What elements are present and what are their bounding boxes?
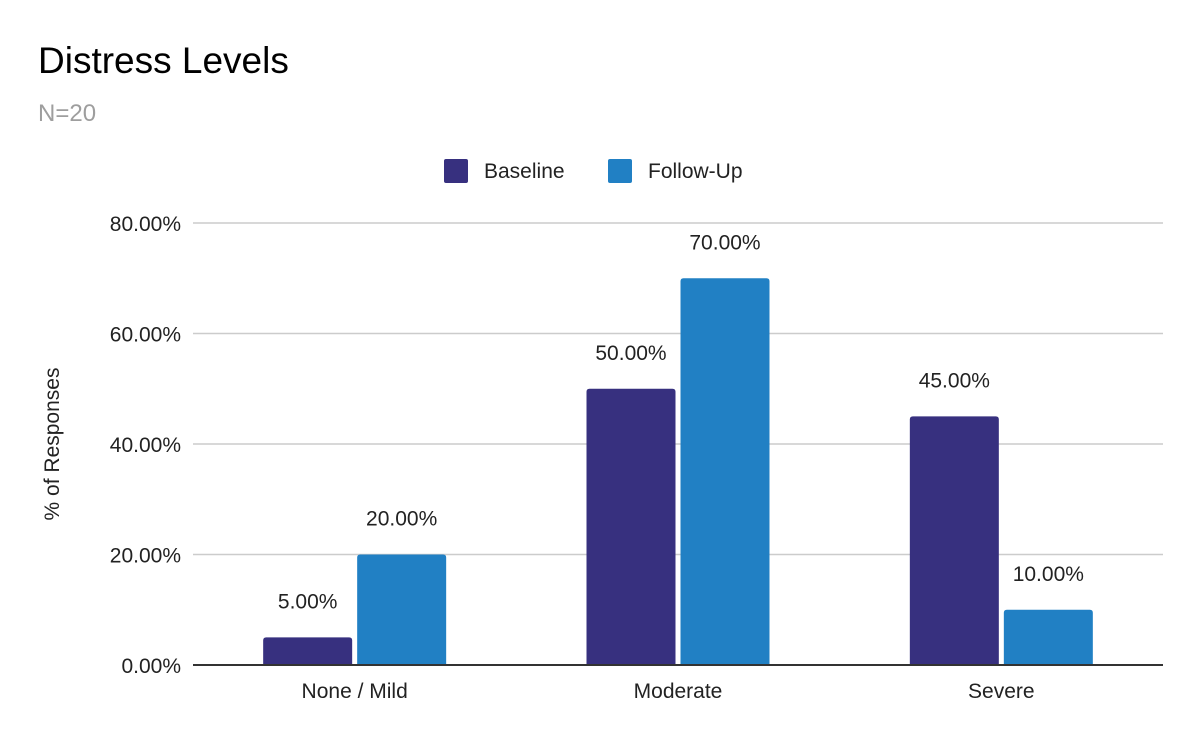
legend-label: Baseline	[484, 160, 565, 183]
legend-label: Follow-Up	[648, 160, 743, 183]
bar-follow-up	[680, 278, 770, 665]
y-tick-label: 20.00%	[110, 545, 181, 568]
bar-baseline	[263, 637, 353, 665]
bar-follow-up	[357, 554, 447, 665]
legend-swatch	[444, 159, 468, 183]
x-tick-label: Moderate	[634, 680, 723, 703]
y-axis-label: % of Responses	[41, 368, 64, 521]
y-tick-label: 0.00%	[121, 655, 181, 678]
data-label: 50.00%	[595, 342, 666, 365]
legend-swatch	[608, 159, 632, 183]
data-label: 5.00%	[278, 590, 338, 613]
x-tick-label: Severe	[968, 680, 1035, 703]
y-tick-label: 80.00%	[110, 213, 181, 236]
bar-baseline	[909, 416, 999, 665]
y-tick-label: 40.00%	[110, 434, 181, 457]
data-label: 45.00%	[919, 369, 990, 392]
bar-baseline	[586, 388, 676, 665]
y-tick-label: 60.00%	[110, 324, 181, 347]
chart-subtitle: N=20	[38, 100, 97, 127]
data-label: 20.00%	[366, 508, 437, 531]
bar-follow-up	[1003, 609, 1093, 665]
data-label: 10.00%	[1013, 563, 1084, 586]
x-tick-label: None / Mild	[302, 680, 408, 703]
data-label: 70.00%	[689, 231, 760, 254]
chart-title: Distress Levels	[38, 40, 289, 81]
